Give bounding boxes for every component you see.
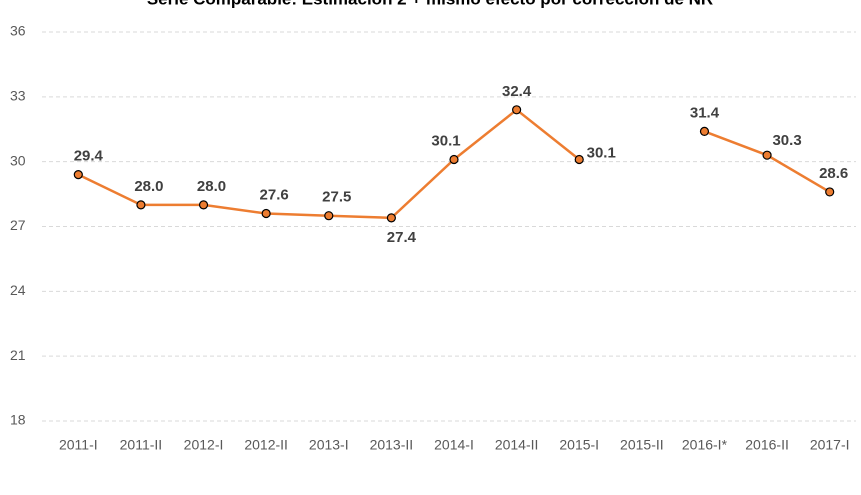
data-point xyxy=(699,126,710,137)
x-tick-label: 2011-I xyxy=(59,437,98,453)
x-tick-label: 2013-I xyxy=(309,437,349,453)
data-point xyxy=(762,150,772,160)
data-point xyxy=(449,154,459,165)
x-tick-label: 2014-I xyxy=(434,437,474,453)
x-tick-label: 2012-II xyxy=(244,437,288,453)
y-tick-label: 33 xyxy=(10,88,26,104)
data-label: 30.3 xyxy=(772,132,801,149)
data-label: 28.6 xyxy=(819,165,848,182)
data-point xyxy=(261,208,271,219)
data-point xyxy=(512,105,522,115)
x-tick-label: 2016-I* xyxy=(682,437,728,453)
x-tick-label: 2015-II xyxy=(620,437,664,453)
x-tick-label: 2012-I xyxy=(184,437,224,453)
x-tick-label: 2017-I xyxy=(810,437,850,453)
y-tick-label: 27 xyxy=(10,217,26,233)
data-point xyxy=(136,200,146,210)
data-label: 28.0 xyxy=(134,178,163,195)
y-tick-label: 36 xyxy=(10,23,26,39)
x-tick-label: 2015-I xyxy=(559,437,599,453)
data-label: 27.6 xyxy=(260,187,289,204)
data-label: 32.4 xyxy=(502,83,532,100)
y-tick-label: 21 xyxy=(10,347,26,363)
y-tick-label: 24 xyxy=(10,282,26,298)
data-label: 29.4 xyxy=(74,148,104,165)
y-tick-label: 18 xyxy=(10,412,26,428)
data-label: 28.0 xyxy=(197,178,226,195)
data-point xyxy=(198,200,209,210)
x-tick-label: 2016-II xyxy=(745,437,789,453)
data-label: 30.1 xyxy=(587,144,616,161)
x-tick-label: 2013-II xyxy=(370,437,414,453)
x-tick-label: 2011-II xyxy=(120,437,163,453)
data-label: 27.4 xyxy=(387,229,417,246)
data-point xyxy=(825,187,835,197)
data-point xyxy=(73,170,83,180)
y-tick-label: 30 xyxy=(10,152,26,168)
data-label: 30.1 xyxy=(431,132,460,149)
data-point xyxy=(574,154,584,165)
data-label: 27.5 xyxy=(322,189,351,206)
data-point xyxy=(324,211,334,221)
chart-title: Serie Comparable: Estimación 2 + mismo e… xyxy=(147,0,713,8)
data-label: 31.4 xyxy=(690,104,720,121)
x-tick-label: 2014-II xyxy=(495,437,539,453)
data-point xyxy=(386,213,396,223)
